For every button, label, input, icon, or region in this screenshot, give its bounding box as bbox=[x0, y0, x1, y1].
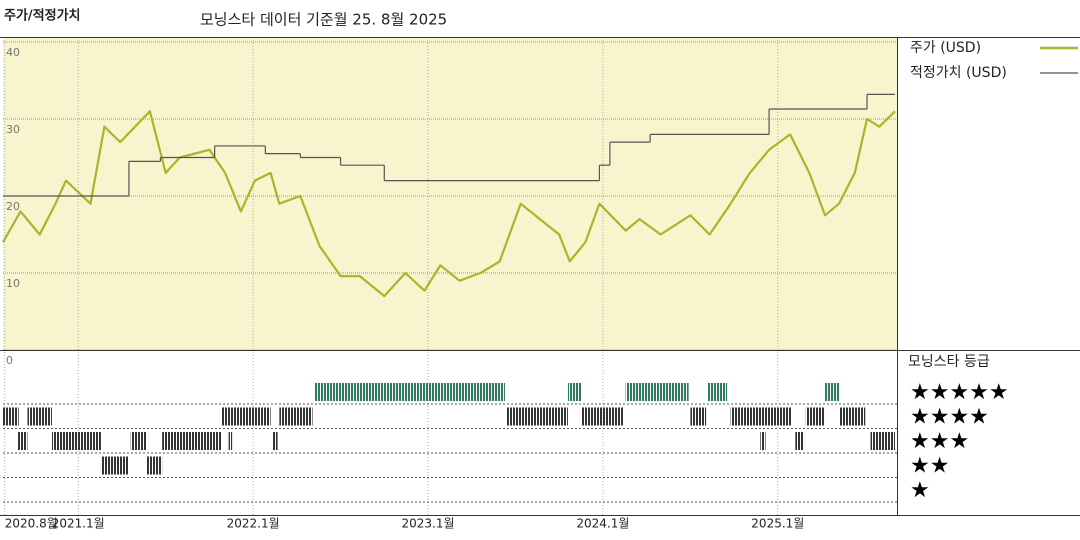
x-tick-label: 2020.8월 bbox=[5, 517, 58, 531]
legend-label: 주가 (USD) bbox=[910, 40, 981, 56]
rating-bar bbox=[221, 407, 271, 426]
frame bbox=[0, 37, 1080, 516]
rating-bar bbox=[625, 383, 689, 401]
rating-bar bbox=[51, 432, 101, 450]
legend-label: 적정가치 (USD) bbox=[910, 65, 1007, 81]
x-tick-label: 2024.1월 bbox=[576, 517, 629, 531]
y-tick-label: 20 bbox=[6, 200, 20, 213]
x-tick-label: 2023.1월 bbox=[401, 517, 454, 531]
rating-bar bbox=[279, 407, 313, 426]
rating-bar bbox=[272, 432, 278, 450]
y-tick-label: 10 bbox=[6, 277, 20, 290]
rating-bar bbox=[314, 383, 505, 401]
y-tick-label: 40 bbox=[6, 46, 20, 59]
chart-title: 주가/적정가치 bbox=[4, 8, 81, 24]
rating-bar bbox=[839, 407, 866, 426]
rating-bar bbox=[16, 432, 28, 450]
rating-bar bbox=[3, 407, 19, 426]
y-tick-label: 30 bbox=[6, 123, 20, 136]
rating-bar bbox=[707, 383, 728, 401]
rating-bar bbox=[228, 432, 233, 450]
rating-bar bbox=[760, 432, 766, 450]
rating-bar bbox=[146, 456, 163, 475]
plot-background bbox=[3, 37, 897, 350]
rating-bar bbox=[130, 432, 147, 450]
rating-bar bbox=[730, 407, 792, 426]
rating-bar bbox=[27, 407, 52, 426]
rating-bar bbox=[567, 383, 582, 401]
rating-bar bbox=[805, 407, 826, 426]
rating-title: 모닝스타 등급 bbox=[908, 354, 990, 370]
rating-bar bbox=[100, 456, 129, 475]
y-tick-label: 0 bbox=[6, 354, 13, 367]
x-tick-label: 2025.1월 bbox=[751, 517, 804, 531]
price-line bbox=[2, 110, 896, 298]
rating-bar bbox=[506, 407, 568, 426]
x-tick-label: 2021.1월 bbox=[52, 517, 105, 531]
rating-label: ★ bbox=[910, 478, 930, 503]
rating-label: ★★★ bbox=[910, 429, 969, 454]
rating-label: ★★ bbox=[910, 454, 949, 479]
rating-label: ★★★★ bbox=[910, 405, 989, 430]
rating-bar bbox=[690, 407, 707, 426]
rating-bar bbox=[581, 407, 624, 426]
chart-subtitle: 모닝스타 데이터 기준월 25. 8월 2025 bbox=[200, 11, 447, 29]
rating-bar bbox=[795, 432, 805, 450]
rating-bar bbox=[162, 432, 222, 450]
rating-bar bbox=[870, 432, 895, 450]
x-tick-label: 2022.1월 bbox=[227, 517, 280, 531]
rating-bar bbox=[825, 383, 840, 401]
rating-label: ★★★★★ bbox=[910, 380, 1009, 405]
